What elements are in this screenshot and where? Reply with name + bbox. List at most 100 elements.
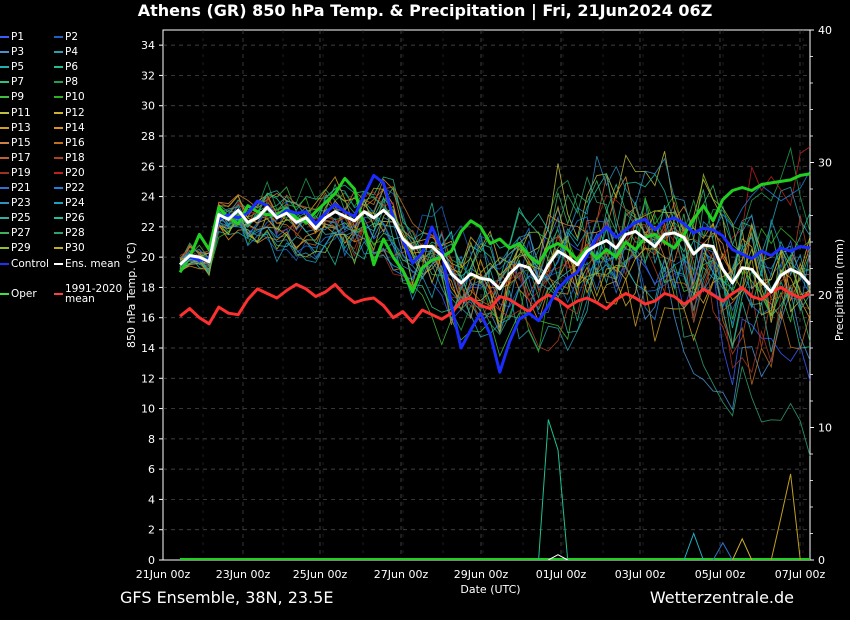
legend-swatch	[54, 96, 63, 99]
y-tick-label: 0	[148, 554, 155, 567]
member-line	[179, 175, 811, 319]
legend-label: P28	[65, 227, 85, 240]
legend-item: Control	[0, 258, 49, 269]
legend-label: P29	[11, 242, 31, 255]
legend-swatch	[54, 81, 63, 84]
legend-label: P2	[65, 31, 79, 43]
legend-swatch	[54, 126, 63, 129]
legend-swatch	[0, 171, 9, 174]
legend-swatch	[0, 36, 9, 38]
legend-item: P14	[54, 121, 85, 134]
legend-item: P13	[0, 122, 31, 133]
legend-label: P18	[65, 151, 85, 164]
legend-label: P16	[65, 136, 85, 149]
legend-label: Oper	[11, 287, 37, 300]
legend-swatch	[0, 217, 9, 220]
precip-line	[538, 419, 569, 561]
legend-label: P17	[11, 151, 31, 164]
member-line	[179, 187, 811, 316]
legend-swatch	[54, 111, 63, 114]
x-tick-label: 27Jun 00z	[374, 568, 429, 581]
y-tick-label: 22	[141, 221, 155, 234]
legend-swatch	[54, 141, 63, 144]
legend-item: P20	[54, 168, 85, 178]
legend-label: Ens. mean	[65, 257, 121, 270]
legend-item: P10	[54, 92, 85, 103]
precip-line	[683, 532, 704, 561]
legend-item: P3	[0, 47, 24, 57]
legend-item: P9	[0, 91, 25, 104]
legend-item: P7	[0, 77, 24, 88]
legend-label: 1991-2020 mean	[65, 283, 123, 306]
y-tick-label: 24	[141, 191, 155, 204]
y-tick-label: 30	[141, 100, 155, 113]
legend-swatch	[0, 202, 9, 205]
legend-item: P26	[54, 213, 85, 223]
legend-label: P19	[11, 166, 31, 179]
member-line	[179, 186, 811, 358]
legend-item: P15	[0, 136, 31, 149]
y-tick-label: 6	[148, 463, 155, 476]
legend-item: P16	[54, 136, 85, 149]
legend-label: P14	[65, 121, 85, 134]
y-tick-label: 4	[148, 493, 155, 506]
legend-swatch	[0, 126, 9, 129]
member-line	[179, 172, 811, 316]
legend-swatch	[54, 171, 63, 174]
legend-label: P25	[11, 212, 31, 225]
legend-swatch	[54, 293, 63, 296]
legend-label: P20	[65, 166, 85, 179]
legend-item: P21	[0, 183, 31, 193]
legend: P1 P2 P3 P4 P5 P6 P7 P8 P9 P10 P11 P12 P13 P14 P15 P16 P…	[0, 32, 135, 322]
legend-swatch	[0, 96, 9, 99]
series-line	[178, 205, 812, 294]
legend-item: P11	[0, 107, 31, 118]
legend-item: 1991-2020 mean	[54, 284, 122, 304]
legend-item: P23	[0, 198, 31, 208]
legend-label: P24	[65, 197, 85, 210]
legend-label: P15	[11, 136, 31, 149]
legend-swatch	[0, 81, 9, 84]
legend-item: P30	[54, 242, 85, 255]
legend-swatch	[54, 36, 63, 38]
legend-swatch	[0, 292, 9, 295]
legend-item: P19	[0, 168, 31, 178]
x-tick-label: 29Jun 00z	[454, 568, 509, 581]
legend-label: P22	[65, 182, 85, 194]
y-tick-label: 32	[141, 69, 155, 82]
y2-axis-label: Precipitation (mm)	[833, 239, 846, 341]
legend-label: P9	[11, 91, 25, 104]
legend-swatch	[54, 202, 63, 205]
legend-label: P1	[11, 31, 25, 43]
x-axis-label: Date (UTC)	[460, 583, 520, 596]
legend-swatch	[54, 187, 63, 189]
y2-tick-label: 0	[818, 554, 825, 567]
legend-item: P28	[54, 227, 85, 240]
legend-swatch	[54, 247, 63, 250]
legend-swatch	[54, 232, 63, 235]
precip-line	[770, 473, 801, 561]
legend-swatch	[0, 51, 9, 54]
legend-item: P2	[54, 32, 78, 42]
legend-item: P5	[0, 62, 24, 72]
legend-label: P30	[65, 242, 85, 255]
member-line	[179, 175, 811, 457]
series-line	[179, 173, 811, 374]
precip-line	[712, 541, 733, 561]
member-line	[179, 175, 811, 342]
member-line	[179, 188, 811, 319]
legend-item: P1	[0, 32, 24, 42]
x-tick-label: 07Jul 00z	[775, 568, 826, 581]
y2-tick-label: 20	[818, 289, 832, 302]
y-axis-label: 850 hPa Temp. (°C)	[125, 242, 138, 348]
legend-item: P17	[0, 153, 31, 163]
legend-label: P23	[11, 197, 31, 210]
x-tick-label: 03Jul 00z	[615, 568, 666, 581]
y-tick-label: 26	[141, 160, 155, 173]
legend-swatch	[0, 247, 9, 250]
y2-tick-label: 40	[818, 24, 832, 37]
legend-item: P29	[0, 242, 31, 255]
legend-swatch	[54, 156, 63, 159]
legend-label: P5	[11, 61, 25, 74]
